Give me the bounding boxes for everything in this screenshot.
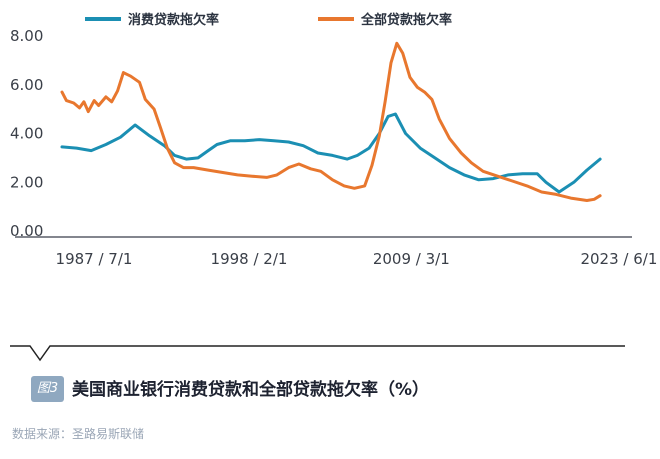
x-tick-label: 1998 / 2/1	[211, 250, 288, 268]
y-tick-label: 0.00	[10, 222, 43, 240]
legend-label-total: 全部贷款拖欠率	[360, 12, 452, 28]
legend-label-consumer: 消费贷款拖欠率	[128, 12, 219, 28]
y-tick-label: 6.00	[10, 76, 43, 94]
series-line-consumer	[60, 112, 602, 194]
caption-frame-line	[10, 345, 625, 362]
series-layer	[60, 41, 602, 202]
x-tick-label: 2009 / 3/1	[373, 250, 450, 268]
y-tick-label: 8.00	[10, 27, 43, 45]
series-line-total	[60, 41, 602, 202]
data-source: 数据来源：圣路易斯联储	[12, 427, 145, 441]
x-axis-ticks: 1987 / 7/1 1998 / 2/1 2009 / 3/1 2023 / 6/1	[56, 250, 658, 268]
x-tick-label: 2023 / 6/1	[580, 250, 657, 268]
x-tick-label: 1987 / 7/1	[56, 250, 133, 268]
figure-caption: 美国商业银行消费贷款和全部贷款拖欠率（%）	[72, 380, 430, 400]
figure-badge: 图3	[31, 376, 64, 402]
legend: 消费贷款拖欠率 全部贷款拖欠率	[85, 12, 452, 28]
y-axis-ticks: 0.00 2.00 4.00 6.00 8.00	[10, 27, 43, 240]
y-tick-label: 2.00	[10, 173, 43, 191]
y-tick-label: 4.00	[10, 125, 43, 143]
